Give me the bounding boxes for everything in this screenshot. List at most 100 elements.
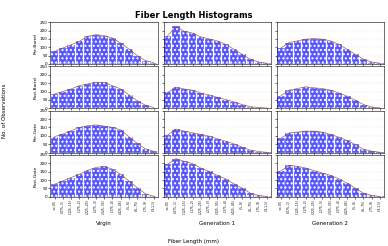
Bar bbox=[222, 141, 229, 153]
Bar bbox=[109, 38, 116, 64]
Bar bbox=[133, 188, 141, 197]
Text: Fiber Length (mm): Fiber Length (mm) bbox=[168, 239, 220, 244]
Bar bbox=[335, 93, 343, 108]
Bar bbox=[92, 168, 100, 197]
Bar bbox=[352, 144, 359, 153]
Bar bbox=[277, 48, 285, 64]
Bar bbox=[277, 96, 285, 108]
Bar bbox=[247, 193, 254, 197]
Bar bbox=[302, 131, 309, 153]
Bar bbox=[68, 178, 75, 197]
Bar bbox=[360, 105, 367, 108]
Bar bbox=[213, 175, 221, 197]
Bar bbox=[360, 193, 367, 197]
Bar bbox=[125, 137, 133, 153]
Bar bbox=[213, 97, 221, 108]
Bar bbox=[109, 86, 116, 108]
Bar bbox=[164, 35, 171, 64]
Bar bbox=[294, 41, 301, 64]
Bar bbox=[343, 183, 351, 197]
Bar bbox=[310, 88, 318, 108]
Bar bbox=[117, 89, 124, 108]
Bar bbox=[51, 184, 58, 197]
Bar bbox=[343, 96, 351, 108]
Bar bbox=[360, 149, 367, 153]
Bar bbox=[222, 179, 229, 197]
Bar bbox=[172, 26, 180, 64]
Bar bbox=[319, 173, 326, 197]
Bar bbox=[109, 169, 116, 197]
Bar bbox=[150, 151, 158, 153]
Bar bbox=[302, 39, 309, 64]
Bar bbox=[230, 102, 237, 108]
Bar bbox=[84, 36, 91, 64]
Bar bbox=[142, 149, 149, 153]
Bar bbox=[84, 126, 91, 153]
Bar bbox=[255, 62, 262, 64]
Bar bbox=[100, 82, 108, 108]
Bar bbox=[133, 56, 141, 64]
Bar bbox=[59, 92, 67, 108]
Bar bbox=[76, 41, 83, 64]
Bar bbox=[51, 94, 58, 108]
Bar bbox=[277, 171, 285, 197]
Bar bbox=[197, 135, 204, 153]
Bar bbox=[150, 63, 158, 64]
Bar bbox=[247, 150, 254, 153]
Bar bbox=[189, 133, 196, 153]
Bar bbox=[319, 132, 326, 153]
Bar bbox=[327, 135, 334, 153]
Bar bbox=[352, 188, 359, 197]
Bar bbox=[142, 105, 149, 108]
Bar bbox=[277, 138, 285, 153]
Bar bbox=[51, 137, 58, 153]
Bar bbox=[230, 144, 237, 153]
Bar bbox=[343, 49, 351, 64]
Bar bbox=[180, 161, 188, 197]
Bar bbox=[100, 126, 108, 153]
Bar bbox=[327, 90, 334, 108]
Bar bbox=[222, 100, 229, 108]
Bar bbox=[76, 86, 83, 108]
Bar bbox=[189, 164, 196, 197]
Bar bbox=[310, 39, 318, 64]
Text: Generation 1: Generation 1 bbox=[199, 221, 235, 226]
Bar bbox=[360, 59, 367, 64]
Bar bbox=[294, 166, 301, 197]
Bar bbox=[68, 89, 75, 108]
Bar bbox=[172, 159, 180, 197]
Bar bbox=[180, 131, 188, 153]
Bar bbox=[164, 135, 171, 153]
Bar bbox=[263, 63, 270, 64]
Bar bbox=[117, 174, 124, 197]
Bar bbox=[368, 62, 376, 64]
Bar bbox=[84, 84, 91, 108]
Bar bbox=[376, 152, 384, 153]
Bar bbox=[189, 33, 196, 64]
Bar bbox=[150, 196, 158, 197]
Bar bbox=[59, 181, 67, 197]
Bar bbox=[213, 139, 221, 153]
Bar bbox=[247, 107, 254, 108]
Y-axis label: Pre-Gate: Pre-Gate bbox=[34, 122, 38, 141]
Bar bbox=[286, 165, 293, 197]
Text: Virgin: Virgin bbox=[96, 221, 112, 226]
Bar bbox=[286, 133, 293, 153]
Bar bbox=[180, 31, 188, 64]
Text: No. of Observations: No. of Observations bbox=[2, 83, 7, 138]
Bar bbox=[222, 44, 229, 64]
Bar bbox=[84, 170, 91, 197]
Bar bbox=[92, 125, 100, 153]
Y-axis label: Post-Barrel: Post-Barrel bbox=[34, 76, 38, 99]
Bar bbox=[133, 143, 141, 153]
Bar bbox=[197, 93, 204, 108]
Bar bbox=[76, 127, 83, 153]
Bar bbox=[133, 101, 141, 108]
Bar bbox=[294, 89, 301, 108]
Bar bbox=[319, 39, 326, 64]
Bar bbox=[125, 95, 133, 108]
Bar bbox=[247, 59, 254, 64]
Bar bbox=[343, 140, 351, 153]
Bar bbox=[92, 35, 100, 64]
Bar bbox=[205, 95, 213, 108]
